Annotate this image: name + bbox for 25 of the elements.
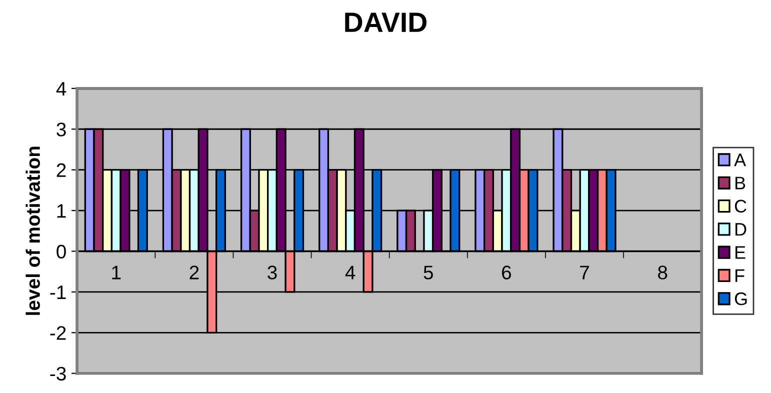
x-tick-label: 5 bbox=[424, 266, 433, 280]
legend-label: B bbox=[736, 176, 746, 190]
legend-label: D bbox=[736, 223, 746, 236]
legend-label: E bbox=[736, 246, 746, 259]
legend-label: A bbox=[734, 154, 746, 166]
y-axis-title: level of motivation bbox=[26, 146, 40, 315]
x-tick-label: 3 bbox=[268, 266, 277, 280]
y-tick-label: 2 bbox=[56, 163, 66, 177]
y-tick-label: 4 bbox=[56, 82, 66, 96]
x-tick-label: 4 bbox=[345, 266, 356, 280]
legend-label: F bbox=[736, 269, 744, 282]
y-tick-label: 3 bbox=[56, 122, 66, 136]
x-tick-label: 2 bbox=[190, 266, 199, 280]
x-tick-label: 1 bbox=[112, 266, 121, 280]
x-tick-label: 7 bbox=[580, 266, 589, 280]
x-tick-label: 8 bbox=[658, 266, 668, 280]
legend-label: G bbox=[734, 292, 747, 306]
legend-label: C bbox=[734, 200, 746, 213]
y-tick-label: -3 bbox=[50, 366, 66, 381]
chart-title: DAVID bbox=[345, 12, 427, 32]
y-tick-label: 1 bbox=[57, 204, 66, 218]
y-tick-label: -1 bbox=[50, 286, 66, 299]
y-tick-label: -2 bbox=[50, 326, 66, 340]
x-tick-label: 6 bbox=[502, 266, 512, 280]
y-tick-label: 0 bbox=[56, 244, 66, 258]
